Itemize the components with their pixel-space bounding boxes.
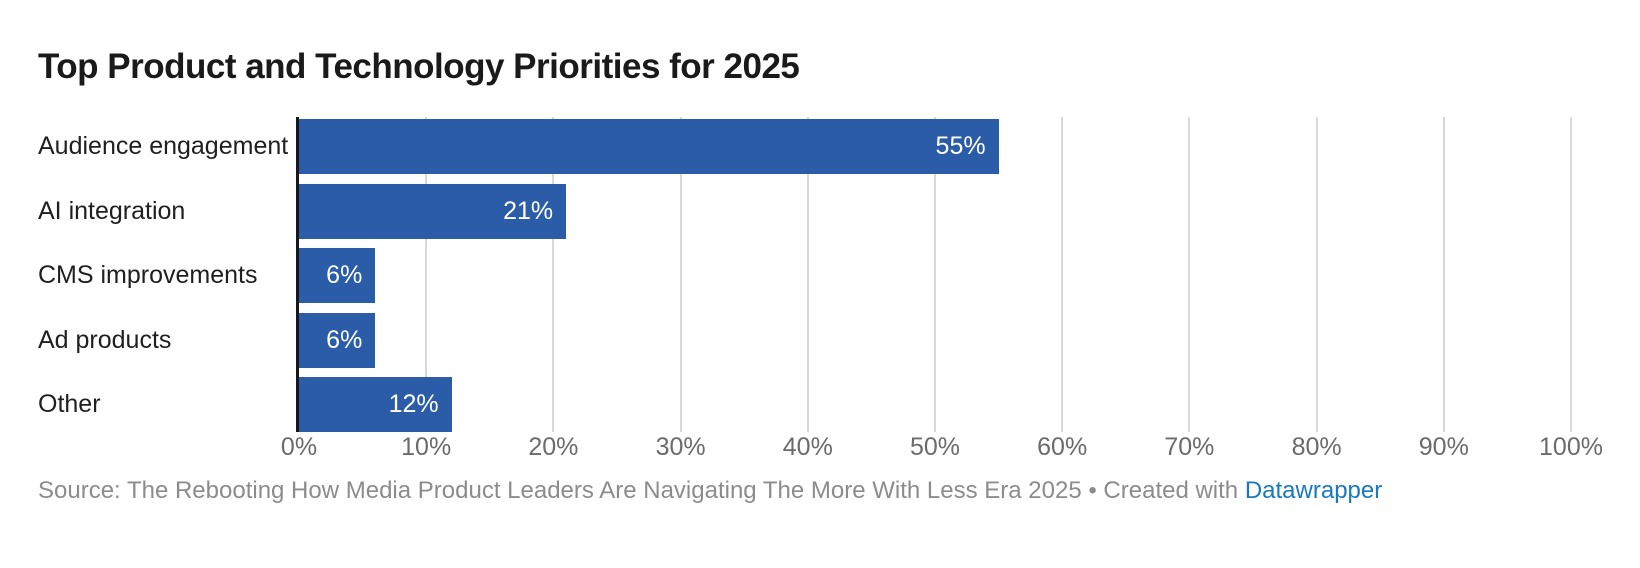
bar-value-label: 21%	[503, 196, 554, 225]
gridline-70	[1188, 117, 1191, 432]
gridline-80	[1315, 117, 1318, 432]
x-tick-label: 100%	[1539, 433, 1603, 461]
x-tick-label: 60%	[1037, 433, 1088, 461]
x-tick-label: 20%	[528, 433, 579, 461]
bar-value-label: 6%	[326, 325, 363, 354]
datawrapper-link[interactable]: Datawrapper	[1244, 477, 1383, 504]
source-line: Source: The Rebooting How Media Product …	[38, 477, 1382, 505]
bar-ad-products: 6%	[299, 312, 376, 368]
category-label: CMS improvements	[38, 261, 258, 290]
gridline-10	[425, 117, 428, 432]
category-label: Audience engagement	[38, 132, 289, 160]
bar-audience-engagement: 55%	[299, 119, 999, 174]
bar-value-label: 12%	[388, 390, 439, 419]
chart-title: Top Product and Technology Priorities fo…	[38, 47, 800, 86]
gridline-30	[679, 117, 682, 432]
x-tick-label: 0%	[280, 433, 318, 461]
x-tick-label: 50%	[909, 433, 961, 461]
bar-value-label: 6%	[326, 261, 363, 290]
x-tick-label: 70%	[1164, 433, 1215, 461]
category-label: AI integration	[38, 196, 186, 225]
x-tick-label: 90%	[1418, 433, 1469, 461]
x-tick-label: 40%	[782, 433, 833, 461]
gridline-50	[934, 117, 936, 432]
bar-cms-improvements: 6%	[299, 248, 376, 304]
gridline-60	[1061, 117, 1064, 432]
gridline-40	[806, 117, 809, 432]
gridline-100	[1570, 117, 1572, 432]
bar-ai-integration: 21%	[299, 183, 567, 239]
gridline-20	[552, 117, 555, 432]
x-tick-label: 30%	[655, 433, 706, 461]
category-label: Ad products	[38, 325, 172, 354]
y-axis-line	[296, 117, 299, 432]
gridline-90	[1442, 117, 1445, 432]
category-label: Other	[38, 390, 101, 419]
x-tick-label: 80%	[1291, 433, 1342, 461]
x-tick-label: 10%	[401, 433, 452, 461]
bar-value-label: 55%	[935, 132, 986, 160]
source-text: Source: The Rebooting How Media Product …	[38, 477, 1245, 504]
bar-other: 12%	[299, 377, 452, 433]
